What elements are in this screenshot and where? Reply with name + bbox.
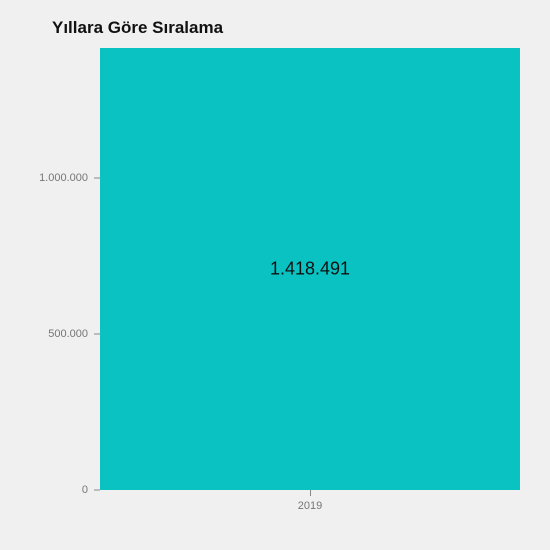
plot-area: 1.418.491 bbox=[94, 48, 526, 490]
y-tick-label: 0 bbox=[82, 484, 88, 496]
x-tick-mark bbox=[310, 490, 311, 496]
y-tick-label: 1.000.000 bbox=[39, 172, 88, 184]
chart-title: Yıllara Göre Sıralama bbox=[52, 18, 223, 38]
y-tick-label: 500.000 bbox=[48, 328, 88, 340]
x-tick-label: 2019 bbox=[298, 500, 322, 512]
bar-value-label: 1.418.491 bbox=[270, 259, 350, 280]
y-tick-mark bbox=[94, 178, 100, 179]
bar: 1.418.491 bbox=[100, 48, 519, 490]
y-tick-mark bbox=[94, 490, 100, 491]
y-tick-mark bbox=[94, 334, 100, 335]
